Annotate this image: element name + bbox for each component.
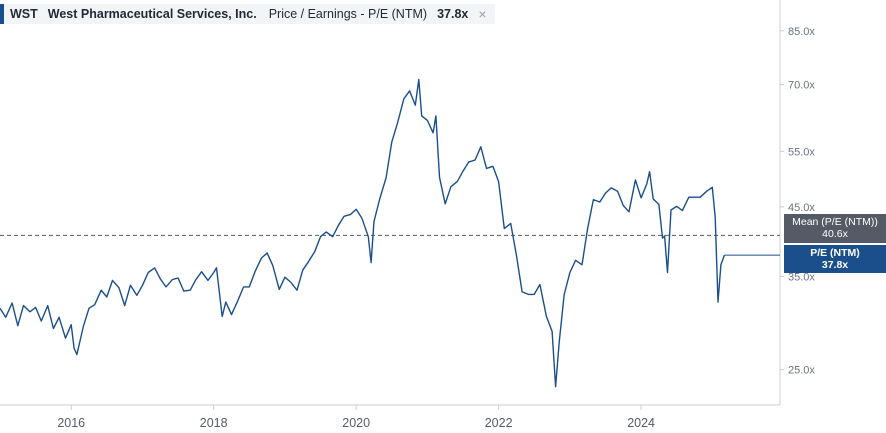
current-tag: P/E (NTM) 37.8x <box>784 245 886 273</box>
mean-tag-label: Mean (P/E (NTM)) <box>792 216 878 228</box>
x-tick-label: 2022 <box>485 416 513 430</box>
x-tick-label: 2020 <box>342 416 370 430</box>
current-tag-label: P/E (NTM) <box>810 247 860 259</box>
mean-tag: Mean (P/E (NTM)) 40.6x <box>784 214 886 243</box>
x-tick-label: 2016 <box>57 416 85 430</box>
y-tick-label: 70.0x <box>788 80 815 92</box>
current-tag-value: 37.8x <box>821 259 849 271</box>
y-tick-label: 85.0x <box>788 26 815 38</box>
company-name: West Pharmaceutical Services, Inc. <box>47 7 257 21</box>
close-icon[interactable]: × <box>478 6 487 22</box>
y-tick-label: 25.0x <box>788 365 815 377</box>
series-color-marker <box>0 4 4 24</box>
x-tick-label: 2018 <box>200 416 228 430</box>
x-tick-label: 2024 <box>627 416 655 430</box>
y-tick-label: 55.0x <box>788 146 815 158</box>
current-value: 37.8x <box>437 7 469 21</box>
ticker-symbol: WST <box>10 7 38 21</box>
chart-header: WST West Pharmaceutical Services, Inc. P… <box>0 4 495 24</box>
metric-name: Price / Earnings - P/E (NTM) <box>268 7 428 21</box>
pe-series-line <box>0 78 726 388</box>
mean-tag-value: 40.6x <box>822 228 848 240</box>
y-tick-label: 45.0x <box>788 202 815 214</box>
y-tick-label: 35.0x <box>788 271 815 283</box>
